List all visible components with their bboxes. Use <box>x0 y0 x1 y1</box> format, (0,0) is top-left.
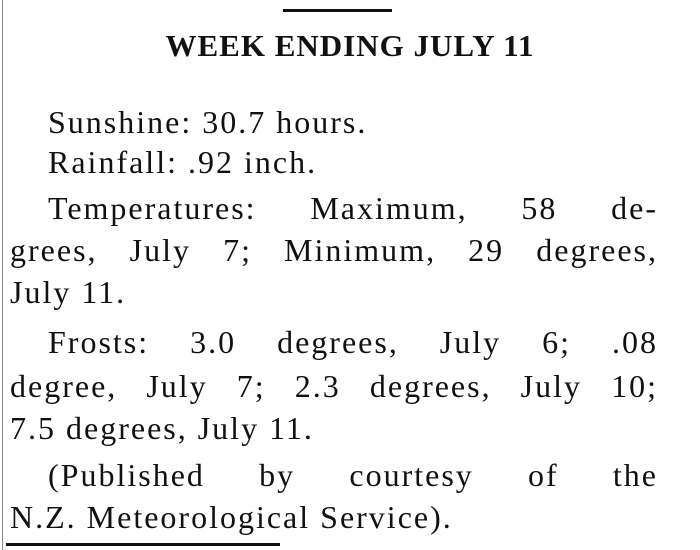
text-line: 7.5 degrees, July 11. <box>10 410 314 446</box>
bottom-rule <box>6 543 280 546</box>
text-line: N.Z. Meteorological Service). <box>10 499 453 535</box>
text-line: Temperatures: Maximum, 58 de- <box>48 190 658 226</box>
text-line: degree, July 7; 2.3 degrees, July 10; <box>10 368 658 404</box>
title: WEEK ENDING JULY 11 <box>165 28 535 63</box>
text-line: July 11. <box>10 274 127 310</box>
text-line: grees, July 7; Minimum, 29 degrees, <box>10 232 658 268</box>
text-line: Frosts: 3.0 degrees, July 6; .08 <box>48 324 658 360</box>
text-line: Rainfall: .92 inch. <box>48 144 318 180</box>
text-line: (Published by courtesy of the <box>48 457 658 493</box>
left-edge <box>2 0 3 550</box>
text-line: Sunshine: 30.7 hours. <box>48 104 368 140</box>
top-rule <box>283 9 392 12</box>
